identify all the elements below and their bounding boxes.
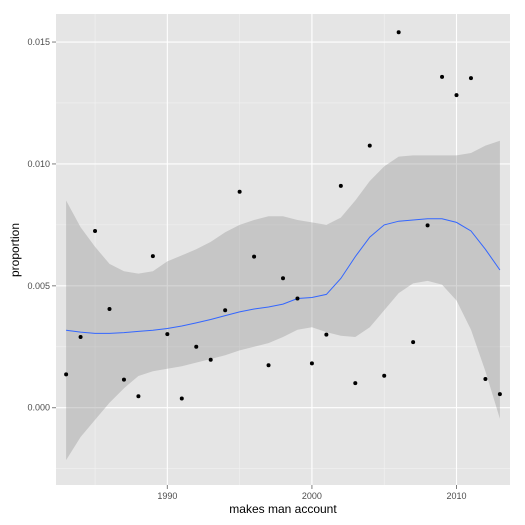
data-point bbox=[483, 376, 488, 381]
data-point bbox=[367, 143, 372, 148]
plot-panel bbox=[56, 14, 510, 485]
data-point bbox=[295, 296, 300, 301]
data-point bbox=[324, 332, 329, 337]
data-point bbox=[396, 30, 401, 35]
y-axis-title: proportion bbox=[8, 223, 22, 277]
data-point bbox=[353, 381, 358, 386]
data-points bbox=[64, 30, 502, 401]
data-point bbox=[78, 335, 83, 340]
data-point bbox=[338, 183, 343, 188]
smooth-line bbox=[66, 218, 501, 334]
data-point bbox=[425, 223, 430, 228]
data-point bbox=[179, 396, 184, 401]
x-axis: 1990 2000 2010 bbox=[157, 485, 467, 501]
data-point bbox=[165, 332, 170, 337]
data-point bbox=[454, 93, 459, 98]
data-point bbox=[93, 228, 98, 233]
data-point bbox=[121, 377, 126, 382]
y-axis: 0.000 0.005 0.010 0.015 bbox=[27, 37, 56, 413]
y-tick-label: 0.015 bbox=[27, 37, 50, 47]
x-tick-label: 1990 bbox=[157, 491, 177, 501]
data-point bbox=[281, 276, 285, 281]
y-tick-label: 0.010 bbox=[27, 159, 50, 169]
data-point bbox=[150, 254, 155, 259]
x-tick-label: 2000 bbox=[302, 491, 322, 501]
data-point bbox=[266, 363, 271, 368]
data-point bbox=[468, 76, 473, 81]
y-tick-label: 0.005 bbox=[27, 281, 50, 291]
x-tick-label: 2010 bbox=[446, 491, 466, 501]
grid-major bbox=[56, 14, 510, 485]
data-point bbox=[64, 372, 69, 377]
data-point bbox=[252, 254, 257, 259]
grid-minor bbox=[56, 14, 510, 485]
data-point bbox=[411, 340, 416, 345]
data-point bbox=[107, 306, 112, 311]
data-point bbox=[194, 344, 199, 349]
data-point bbox=[382, 373, 387, 378]
data-point bbox=[497, 392, 502, 397]
data-point bbox=[223, 308, 228, 313]
data-point bbox=[237, 189, 242, 194]
y-tick-label: 0.000 bbox=[27, 403, 50, 413]
data-point bbox=[440, 74, 445, 79]
data-point bbox=[136, 394, 141, 399]
x-axis-title: makes man account bbox=[229, 502, 337, 516]
data-point bbox=[208, 357, 213, 362]
data-point bbox=[309, 361, 314, 366]
confidence-ribbon bbox=[66, 140, 500, 461]
